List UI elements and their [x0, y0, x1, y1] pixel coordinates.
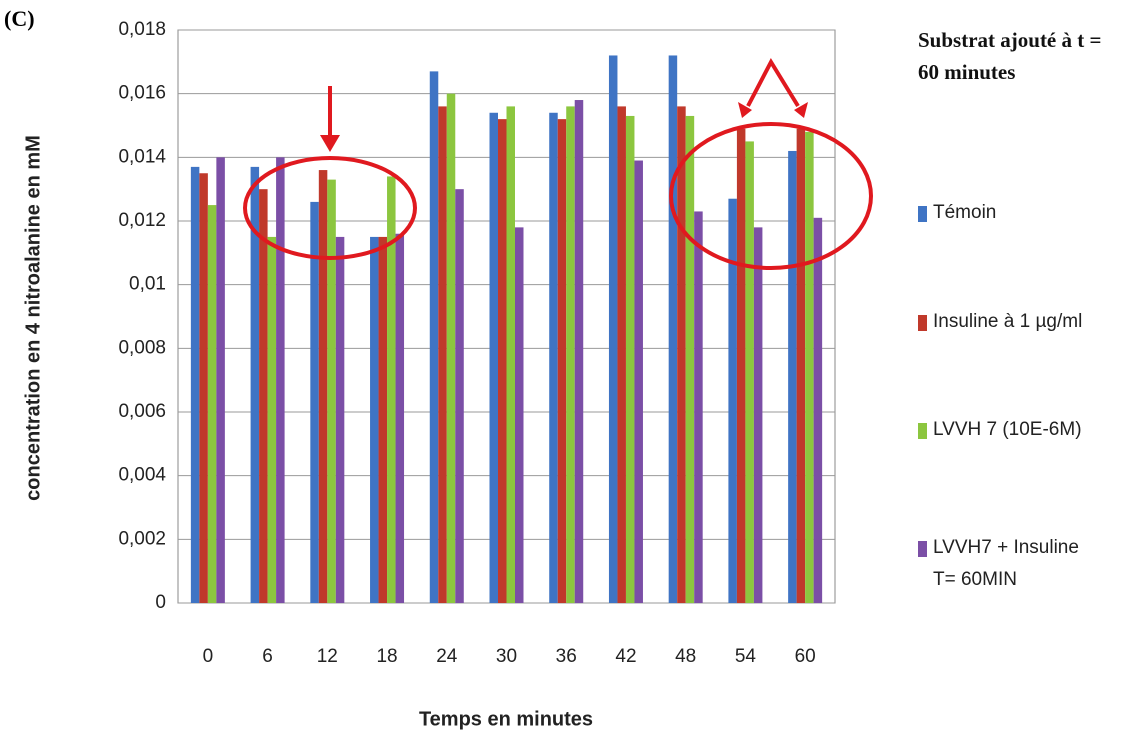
- arrow-head: [738, 102, 752, 118]
- bar: [207, 205, 217, 604]
- bar: [250, 166, 260, 603]
- x-tick-label: 24: [436, 646, 458, 667]
- bar: [310, 201, 319, 603]
- bar: [788, 150, 797, 603]
- legend-swatch: [918, 541, 927, 557]
- legend-item: Témoin: [918, 202, 1143, 229]
- y-tick-label: 0,004: [118, 465, 166, 486]
- bar: [327, 179, 336, 603]
- y-tick-label: 0,008: [118, 337, 166, 358]
- bar: [455, 189, 464, 603]
- bar: [736, 128, 746, 603]
- y-tick-label: 0,018: [118, 19, 166, 40]
- arrow-head: [794, 102, 808, 118]
- bar: [813, 217, 823, 604]
- y-tick-label: 0,016: [118, 83, 166, 104]
- bar: [387, 176, 396, 603]
- x-tick-label: 48: [675, 646, 696, 667]
- bar: [668, 55, 678, 603]
- x-tick-label: 42: [615, 646, 636, 667]
- panel-label: (C): [4, 6, 35, 31]
- bar: [276, 157, 285, 604]
- bar: [728, 198, 737, 603]
- bar: [378, 236, 388, 603]
- bar: [259, 189, 268, 603]
- arrow-head: [320, 135, 340, 152]
- bar: [446, 93, 456, 604]
- bar: [745, 141, 754, 603]
- bar: [625, 115, 635, 603]
- legend-swatch: [918, 423, 927, 439]
- bar: [199, 173, 208, 603]
- legend-item: Insuline à 1 µg/ml: [918, 311, 1143, 338]
- y-tick-label: 0,006: [118, 401, 166, 422]
- annotations: [243, 57, 873, 270]
- x-tick-label: 0: [203, 646, 214, 667]
- bar: [574, 100, 584, 604]
- highlight-circle: [669, 122, 873, 270]
- legend-label: Témoin: [933, 202, 997, 223]
- arrow: [746, 57, 800, 108]
- bar: [395, 233, 405, 603]
- bar: [429, 71, 439, 604]
- legend-label: LVVH7 + Insuline T= 60MIN: [933, 537, 1079, 590]
- x-tick-label: 12: [317, 646, 338, 667]
- x-axis-label: Temps en minutes: [419, 708, 593, 730]
- y-tick-label: 0,002: [118, 528, 166, 549]
- bar: [216, 157, 225, 604]
- legend-item: LVVH 7 (10E-6M): [918, 419, 1143, 446]
- bar: [685, 115, 695, 603]
- highlight-circle: [243, 156, 417, 260]
- x-tick-label: 54: [735, 646, 757, 667]
- bar: [566, 106, 575, 604]
- bar: [796, 128, 806, 603]
- y-axis-label: concentration en 4 nitroalanine en mM: [22, 135, 44, 501]
- legend-label: LVVH 7 (10E-6M): [933, 419, 1082, 440]
- y-tick-label: 0: [155, 592, 166, 613]
- x-tick-label: 18: [376, 646, 397, 667]
- legend-swatch: [918, 206, 927, 222]
- legend-label: Insuline à 1 µg/ml: [933, 311, 1083, 332]
- bar: [557, 119, 567, 603]
- bar: [335, 236, 345, 603]
- bar: [498, 119, 507, 603]
- legend-item: LVVH7 + Insuline T= 60MIN: [918, 537, 1143, 596]
- x-tick-label: 6: [262, 646, 273, 667]
- bar: [370, 236, 379, 603]
- x-tick-label: 60: [795, 646, 816, 667]
- bar: [753, 227, 763, 603]
- bar: [515, 227, 524, 603]
- bar: [634, 160, 643, 603]
- bar: [506, 106, 515, 604]
- bar: [694, 211, 703, 603]
- x-tick-label: 36: [556, 646, 577, 667]
- y-tick-label: 0,012: [118, 210, 166, 231]
- legend-title: Substrat ajouté à t = 60 minutes: [918, 28, 1102, 84]
- y-tick-label: 0,01: [129, 274, 166, 295]
- bar: [438, 106, 447, 604]
- bar: [267, 236, 277, 603]
- bar: [608, 55, 618, 603]
- bar: [617, 106, 626, 604]
- bar: [318, 170, 328, 604]
- x-tick-label: 30: [496, 646, 517, 667]
- bar: [549, 112, 558, 604]
- y-tick-label: 0,014: [118, 146, 166, 167]
- bar: [489, 112, 498, 604]
- bar: [190, 166, 200, 603]
- legend-swatch: [918, 315, 927, 331]
- bar: [805, 131, 814, 603]
- bar: [677, 106, 686, 604]
